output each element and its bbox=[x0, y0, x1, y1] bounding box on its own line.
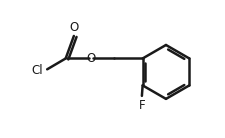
Text: F: F bbox=[138, 99, 144, 112]
Text: O: O bbox=[86, 52, 95, 65]
Text: Cl: Cl bbox=[32, 64, 43, 77]
Text: O: O bbox=[69, 21, 78, 34]
